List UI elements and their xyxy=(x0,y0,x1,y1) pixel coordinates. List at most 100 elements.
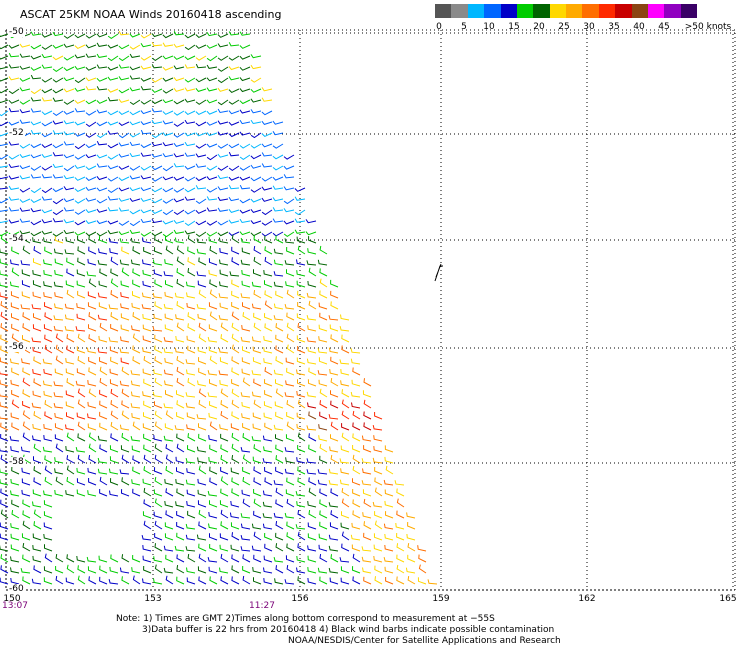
wind-barb xyxy=(87,291,97,299)
wind-barb xyxy=(308,477,317,486)
wind-barb xyxy=(65,358,75,365)
wind-barb xyxy=(119,238,130,244)
wind-barb xyxy=(272,197,284,202)
legend-swatch xyxy=(533,4,550,18)
wind-barb xyxy=(164,313,174,321)
wind-barb xyxy=(308,300,317,310)
wind-barb xyxy=(209,289,218,299)
wind-barb xyxy=(228,184,240,190)
wind-barb xyxy=(119,567,130,574)
wind-barb xyxy=(8,185,20,190)
wind-barb xyxy=(173,87,185,92)
wind-barb xyxy=(328,414,339,420)
wind-barb xyxy=(253,498,262,508)
wind-barb xyxy=(175,479,185,486)
wind-barb xyxy=(96,86,108,91)
note-line-1: Note: 1) Times are GMT 2)Times along bot… xyxy=(116,614,495,624)
wind-barb xyxy=(352,465,361,475)
wind-barb xyxy=(264,280,273,288)
wind-barb xyxy=(275,290,284,299)
wind-barb xyxy=(153,435,163,442)
wind-barb xyxy=(163,435,174,442)
wind-barb xyxy=(97,435,108,442)
wind-barb xyxy=(352,410,361,420)
wind-barb xyxy=(66,345,75,354)
wind-barb xyxy=(63,207,75,212)
wind-barb xyxy=(164,479,174,486)
wind-barb xyxy=(318,379,328,387)
wind-barb xyxy=(141,304,152,310)
wind-barb xyxy=(275,334,284,343)
wind-barb xyxy=(11,499,20,508)
wind-barb xyxy=(0,323,9,332)
wind-barb xyxy=(318,357,328,365)
wind-barb xyxy=(239,44,251,49)
wind-barb xyxy=(197,313,207,321)
legend-swatch xyxy=(631,4,648,18)
wind-barb xyxy=(52,44,64,49)
wind-barb xyxy=(253,322,262,332)
wind-barb xyxy=(263,313,273,321)
wind-barb xyxy=(0,468,9,475)
wind-barb xyxy=(118,30,130,36)
wind-barb xyxy=(140,33,152,39)
wind-barb xyxy=(32,280,42,288)
wind-barb xyxy=(253,256,262,266)
wind-barb xyxy=(186,567,196,574)
wind-barb xyxy=(330,454,339,464)
wind-barb xyxy=(351,402,361,409)
wind-barb xyxy=(261,87,273,92)
wind-barb xyxy=(207,490,218,497)
wind-barb xyxy=(285,555,295,563)
wind-barb xyxy=(86,556,97,563)
wind-barb xyxy=(0,281,9,288)
wind-barb xyxy=(52,187,64,193)
wind-barb xyxy=(153,313,163,321)
wind-barb xyxy=(273,512,284,519)
wind-barb xyxy=(44,465,53,475)
wind-barb xyxy=(163,271,174,277)
wind-barb xyxy=(142,478,152,486)
wind-barb xyxy=(383,479,394,486)
wind-barb xyxy=(239,176,251,181)
wind-barb xyxy=(132,421,141,431)
wind-barb xyxy=(218,293,229,299)
wind-barb xyxy=(41,44,53,50)
wind-barb xyxy=(329,577,339,585)
legend-swatch xyxy=(516,4,534,18)
wind-barb xyxy=(295,524,306,530)
wind-barb xyxy=(242,346,251,354)
wind-barb xyxy=(273,369,284,376)
wind-barb xyxy=(41,110,53,116)
wind-barb xyxy=(373,446,383,453)
wind-barb xyxy=(196,446,207,453)
wind-barb xyxy=(143,400,152,409)
wind-barb xyxy=(286,565,295,574)
wind-barb xyxy=(30,97,42,102)
wind-barb xyxy=(339,479,350,486)
wind-barb xyxy=(229,512,240,519)
wind-barb xyxy=(107,187,119,194)
wind-barb xyxy=(385,577,394,585)
wind-barb xyxy=(151,42,163,47)
wind-barb xyxy=(118,142,130,147)
wind-barb xyxy=(352,445,361,453)
wind-barb xyxy=(33,509,42,519)
wind-barb xyxy=(31,304,42,310)
wind-barb xyxy=(176,412,185,420)
wind-barb xyxy=(153,467,163,475)
wind-barb xyxy=(129,66,141,71)
wind-barb xyxy=(350,391,361,398)
wind-barb xyxy=(229,271,240,277)
wind-barb xyxy=(43,511,53,519)
wind-barb xyxy=(272,143,284,149)
wind-barb xyxy=(96,231,108,237)
wind-barb xyxy=(361,556,372,563)
wind-barb xyxy=(140,77,152,82)
wind-barb xyxy=(22,323,31,332)
wind-barb xyxy=(219,357,229,365)
wind-barb xyxy=(330,356,339,365)
wind-barb xyxy=(296,335,306,343)
wind-barb xyxy=(19,187,31,193)
wind-barb xyxy=(328,347,339,354)
